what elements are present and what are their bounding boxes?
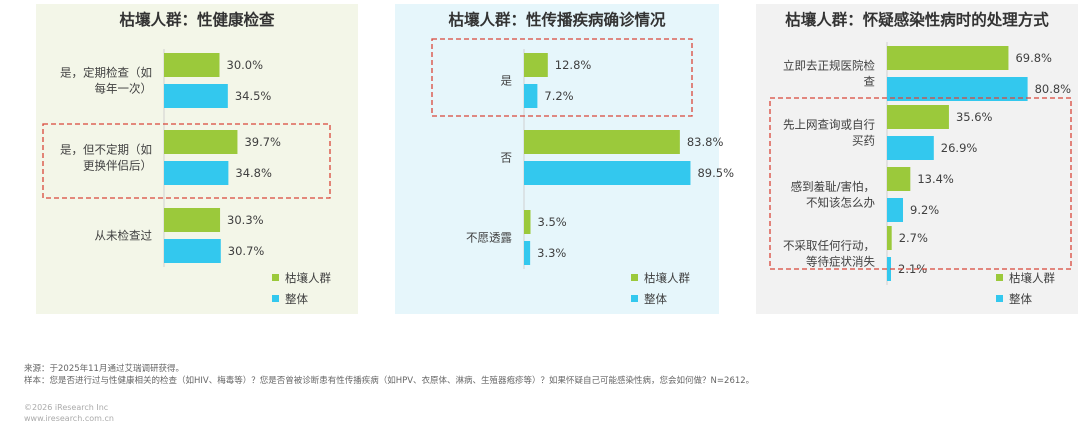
category-label: 不愿透露 <box>466 231 512 245</box>
legend-swatch <box>631 274 638 281</box>
bar <box>887 226 892 250</box>
legend-swatch <box>996 274 1003 281</box>
category-label: 从未检查过 <box>95 229 153 243</box>
category-label: 否 <box>501 151 513 165</box>
data-label: 30.7% <box>228 244 265 258</box>
panel-health-check: 枯壤人群：性健康检查 30.0% 34.5% 是，定期检查（如 每年一次） 39.7% 3… <box>36 4 358 314</box>
panel-suspected-infection: 枯壤人群：怀疑感染性病时的处理方式 69.8% 80.8% 立即去正规医院检查 35.… <box>756 4 1078 314</box>
legend-label: 枯壤人群 <box>644 271 690 285</box>
data-label: 26.9% <box>941 141 978 155</box>
bar <box>164 84 228 108</box>
sample-note: 样本：您是否进行过与性健康相关的检查（如HIV、梅毒等）？您是否曾被诊断患有性传… <box>24 376 755 386</box>
legend-label: 枯壤人群 <box>1009 271 1055 285</box>
category-label: 不采取任何行动， <box>783 239 875 253</box>
category-label: 是，但不定期（如 <box>60 143 152 157</box>
category-label: 买药 <box>852 134 875 148</box>
bar <box>164 161 229 185</box>
category-label: 每年一次） <box>95 82 153 96</box>
data-label: 34.5% <box>235 89 272 103</box>
category-label: 不知该怎么办 <box>806 196 875 210</box>
bar <box>164 208 221 232</box>
category-label: 立即去正规医院检 <box>783 59 875 73</box>
legend-label: 枯壤人群 <box>285 271 331 285</box>
data-label: 13.4% <box>917 172 954 186</box>
category-label: 先上网查询或自行 <box>783 118 875 132</box>
bar <box>887 257 891 281</box>
data-label: 3.5% <box>538 215 567 229</box>
bar <box>887 136 934 160</box>
bar <box>887 198 904 222</box>
data-label: 69.8% <box>1015 51 1052 65</box>
bar <box>524 130 680 154</box>
legend-label: 整体 <box>285 292 308 306</box>
data-label: 9.2% <box>910 203 939 217</box>
highlight-box <box>769 97 1072 270</box>
bar <box>524 84 538 108</box>
data-label: 89.5% <box>697 166 734 180</box>
bar <box>887 167 911 191</box>
legend-swatch <box>631 295 638 302</box>
panel-std-diagnosis: 枯壤人群：性传播疾病确诊情况 12.8% 7.2% 是 83.8% 89.5% 否 3.5%… <box>395 4 734 314</box>
chart-title: 枯壤人群：怀疑感染性病时的处理方式 <box>785 11 1049 29</box>
category-label: 是，定期检查（如 <box>60 66 152 80</box>
bar <box>164 130 238 154</box>
bar <box>887 46 1009 70</box>
data-label: 30.0% <box>227 58 264 72</box>
legend-swatch <box>272 274 279 281</box>
source-note: 来源：于2025年11月通过艾瑞调研获得。 <box>24 364 184 374</box>
category-label: 查 <box>864 75 876 89</box>
data-label: 34.8% <box>235 166 272 180</box>
data-label: 3.3% <box>537 246 566 260</box>
bar <box>524 241 531 265</box>
category-label: 更换伴侣后） <box>83 159 152 173</box>
bar <box>524 53 548 77</box>
legend-swatch <box>996 295 1003 302</box>
bar <box>887 105 949 129</box>
data-label: 39.7% <box>244 135 281 149</box>
legend-label: 整体 <box>1009 292 1032 306</box>
data-label: 2.7% <box>899 231 928 245</box>
legend-label: 整体 <box>644 292 667 306</box>
highlight-box <box>431 38 693 117</box>
bar <box>524 210 531 234</box>
bar <box>887 77 1028 101</box>
highlight-box <box>42 123 331 199</box>
chart-title: 枯壤人群：性健康检查 <box>119 11 275 29</box>
bar <box>164 239 221 263</box>
copyright: ©2026 iResearch Inc <box>24 403 109 412</box>
chart-title: 枯壤人群：性传播疾病确诊情况 <box>448 11 666 29</box>
bar <box>524 161 691 185</box>
category-label: 是 <box>501 74 513 88</box>
data-label: 2.1% <box>898 262 927 276</box>
bar <box>164 53 220 77</box>
data-label: 35.6% <box>956 110 993 124</box>
data-label: 12.8% <box>555 58 592 72</box>
category-label: 感到羞耻/害怕， <box>791 180 875 194</box>
data-label: 7.2% <box>544 89 573 103</box>
category-label: 等待症状消失 <box>806 255 875 269</box>
data-label: 30.3% <box>227 213 264 227</box>
website: www.iresearch.com.cn <box>24 414 114 423</box>
data-label: 83.8% <box>687 135 724 149</box>
data-label: 80.8% <box>1035 82 1072 96</box>
legend-swatch <box>272 295 279 302</box>
